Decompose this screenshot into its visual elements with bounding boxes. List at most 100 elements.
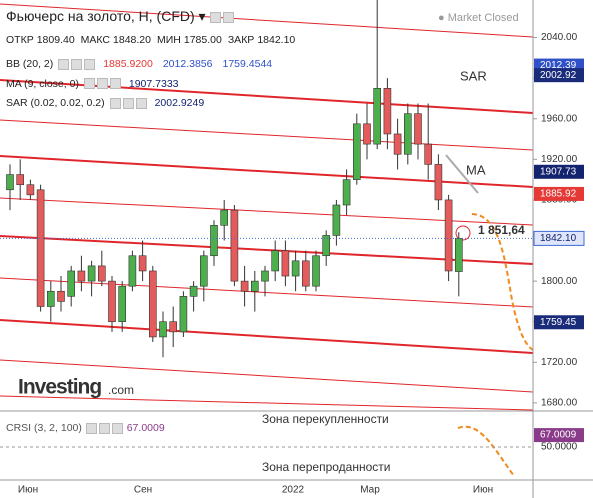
candle-body: [16, 174, 25, 186]
price-tag-label: 1885.92: [540, 189, 577, 200]
candle-body: [261, 270, 269, 282]
quote-value: 1848.20: [113, 34, 151, 46]
indicator-name: BB (20, 2): [6, 58, 54, 70]
indicator-value: 1885.9200: [103, 58, 153, 70]
osc-tag: [534, 428, 584, 443]
y-tick-label: 2040.00: [541, 32, 578, 43]
osc-tick-label: 50.0000: [541, 442, 578, 453]
candle-body: [403, 113, 412, 155]
candle-body: [108, 280, 116, 323]
candle-body: [424, 143, 433, 165]
y-tick-label: 1800.00: [541, 276, 578, 287]
candle-body: [98, 265, 106, 282]
indicator-value: 1759.4544: [222, 58, 273, 70]
candle-body: [312, 255, 320, 287]
candle-body: [128, 255, 137, 287]
candle-body: [169, 321, 177, 333]
price-marker: [455, 225, 471, 241]
logo-suffix: .com: [108, 383, 134, 397]
quote-line: ОТКР 1809.40 МАКС 1848.20 МИН 1785.00 ЗАКР 1842…: [6, 34, 301, 46]
price-tag-label: 1759.45: [540, 317, 577, 328]
osc-tag-label: 67.0009: [540, 430, 577, 441]
candle-body: [301, 260, 310, 287]
projection-osc: [457, 425, 515, 477]
indicator-icons: [83, 78, 125, 90]
indicator-icons: [57, 58, 99, 70]
candle-body: [179, 296, 188, 333]
osc-value: 67.0009: [126, 422, 165, 434]
quote-name: ОТКР: [6, 34, 34, 46]
candle-body: [6, 174, 14, 191]
title: Фьючерс на золото, H, (CFD): [6, 8, 195, 24]
ma-label: MA: [466, 162, 486, 177]
overbought: Зона перекупленности: [262, 412, 389, 426]
price-tag: [534, 68, 584, 83]
candle-body: [46, 290, 55, 307]
candle-body: [251, 280, 259, 292]
candle-body: [332, 204, 341, 236]
candle-body: [118, 285, 126, 323]
quote-value: 1842.10: [257, 34, 296, 46]
x-tick-label: Сен: [134, 485, 152, 496]
candle-body: [434, 164, 443, 201]
candle-body: [200, 255, 208, 287]
price-tag-label: 2002.92: [540, 70, 577, 81]
indicator-name: MA (9, close, 0): [6, 77, 79, 90]
candle-body: [373, 87, 382, 145]
channel: [0, 3, 534, 411]
candle-body: [159, 321, 167, 338]
oversold: Зона перепроданности: [262, 460, 390, 474]
y-tick-label: 1720.00: [541, 357, 578, 368]
candle-body: [322, 235, 331, 257]
indicator-row: BB (20, 2) 1885.9200 2012.3856 1759.4544: [6, 55, 278, 75]
candle-body: [352, 123, 361, 180]
quote-name: ЗАКР: [227, 34, 255, 46]
quote-value: 1809.40: [36, 34, 75, 46]
header-title: Фьючерс на золото, H, (CFD) ▾: [6, 8, 235, 25]
indicator-row: SAR (0.02, 0.02, 0.2) 2002.9249: [6, 94, 278, 114]
candle-body: [444, 199, 453, 272]
candles: [6, 0, 463, 358]
quote-value: 1785.00: [183, 34, 222, 46]
candle-body: [36, 189, 45, 307]
price-tag-label: 1907.73: [540, 166, 577, 177]
candle-body: [342, 179, 351, 206]
x-tick-label: 2022: [282, 485, 305, 496]
candle-body: [210, 224, 218, 257]
candle-body: [87, 265, 96, 282]
candle-body: [454, 238, 463, 272]
candle-body: [363, 123, 371, 145]
candle-body: [393, 133, 402, 155]
price-tag: [534, 186, 584, 201]
logo: Investing: [18, 376, 101, 399]
status-text: Market Closed: [447, 12, 519, 24]
candle-body: [220, 209, 228, 226]
candle-body: [291, 260, 300, 277]
candle-body: [67, 270, 75, 297]
candle-body: [240, 280, 249, 292]
indicator-value: 2002.9249: [154, 97, 205, 109]
candle-body: [57, 290, 65, 302]
x-tick-label: Мар: [360, 485, 380, 496]
candle-body: [271, 250, 280, 272]
quote-name: МИН: [156, 34, 181, 46]
indicator-icons: [109, 97, 151, 109]
candle-body: [138, 255, 147, 272]
price-tag: [533, 230, 585, 246]
x-tick-label: Июн: [18, 485, 38, 496]
ma-pointer: [445, 154, 479, 194]
indicator-name: SAR (0.02, 0.02, 0.2): [6, 97, 105, 109]
candle-body: [281, 250, 290, 277]
price-annotation: 1 851,64: [478, 223, 525, 237]
price-tag-label: 1842.10: [540, 233, 577, 244]
y-tick-label: 1920.00: [541, 154, 578, 165]
y-tick-label: 1680.00: [541, 398, 578, 409]
candle-body: [149, 270, 157, 338]
price-tag: [534, 315, 584, 330]
sar-label: SAR: [460, 68, 487, 83]
indicator-row: MA (9, close, 0) 1907.7333: [6, 75, 278, 95]
candle-body: [383, 87, 392, 135]
x-tick-label: Июн: [473, 485, 493, 496]
osc-header: CRSI (3, 2, 100) 67.0009: [6, 422, 165, 434]
